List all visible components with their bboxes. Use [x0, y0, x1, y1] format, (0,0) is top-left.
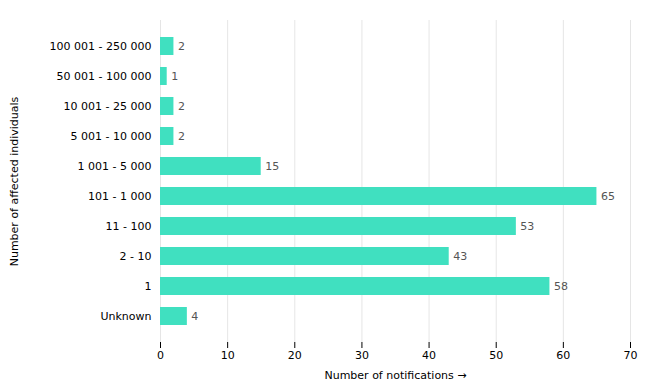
svg-text:1 001 - 5 000: 1 001 - 5 000: [78, 160, 152, 173]
svg-text:10: 10: [221, 349, 235, 362]
svg-text:60: 60: [556, 349, 570, 362]
svg-text:15: 15: [265, 160, 279, 173]
svg-text:Number of affected individuals: Number of affected individuals: [8, 96, 21, 266]
svg-text:100 001 - 250 000: 100 001 - 250 000: [50, 40, 152, 53]
svg-text:Number of notifications →: Number of notifications →: [324, 369, 466, 382]
svg-text:40: 40: [422, 349, 436, 362]
svg-text:1: 1: [171, 70, 178, 83]
svg-text:53: 53: [520, 220, 534, 233]
svg-text:1: 1: [145, 280, 152, 293]
svg-text:Unknown: Unknown: [100, 310, 151, 323]
svg-text:0: 0: [157, 349, 164, 362]
svg-text:4: 4: [191, 310, 198, 323]
svg-text:5 001 - 10 000: 5 001 - 10 000: [71, 130, 152, 143]
svg-text:2: 2: [178, 130, 185, 143]
svg-text:65: 65: [601, 190, 615, 203]
svg-text:30: 30: [355, 349, 369, 362]
svg-text:101 - 1 000: 101 - 1 000: [88, 190, 151, 203]
svg-text:2: 2: [178, 40, 185, 53]
svg-text:50 001 - 100 000: 50 001 - 100 000: [57, 70, 152, 83]
svg-text:70: 70: [624, 349, 638, 362]
svg-text:11 - 100: 11 - 100: [106, 220, 152, 233]
svg-text:43: 43: [453, 250, 467, 263]
svg-text:2: 2: [178, 100, 185, 113]
svg-text:50: 50: [489, 349, 503, 362]
svg-text:2 - 10: 2 - 10: [120, 250, 152, 263]
svg-text:20: 20: [288, 349, 302, 362]
svg-text:58: 58: [554, 280, 568, 293]
svg-text:10 001 - 25 000: 10 001 - 25 000: [64, 100, 152, 113]
